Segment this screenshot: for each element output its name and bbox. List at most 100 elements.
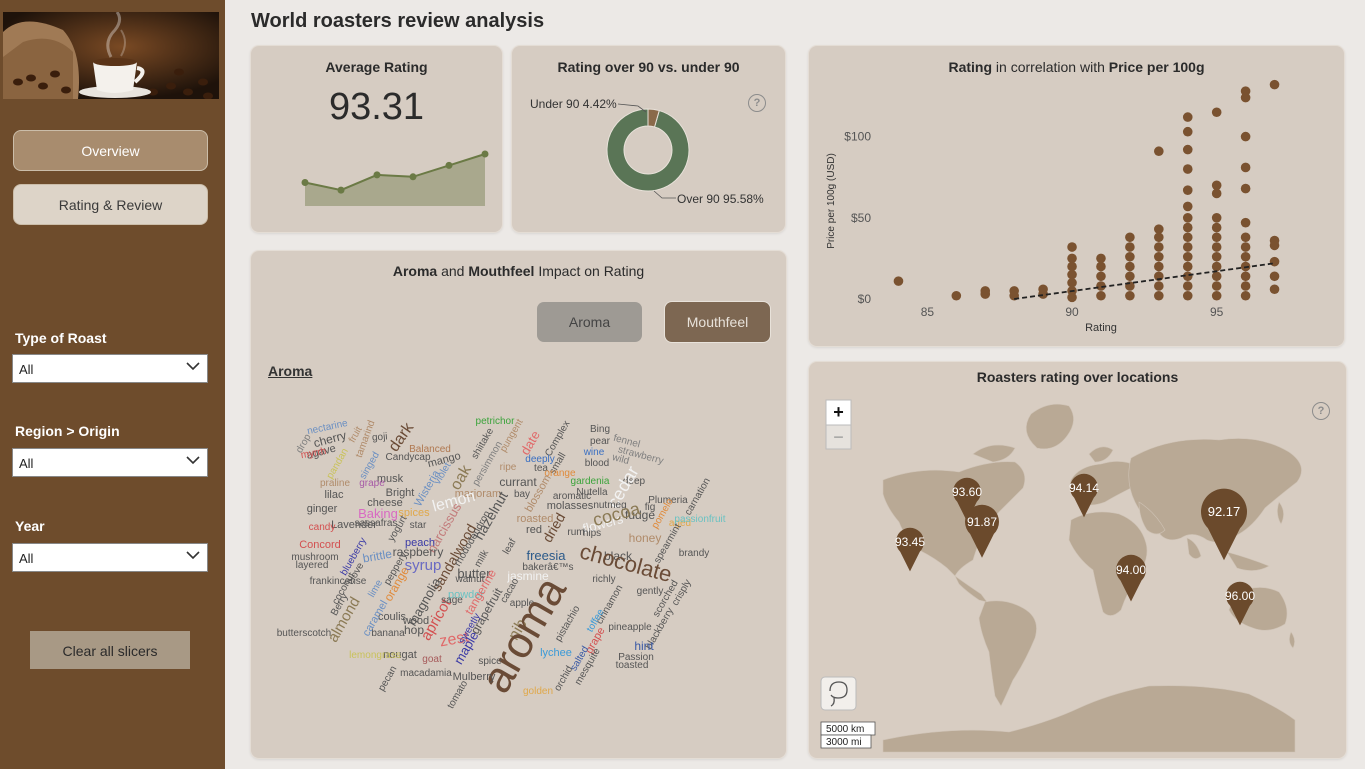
scatter-title-part: in correlation with: [992, 59, 1109, 75]
scatter-point: [1182, 251, 1193, 262]
scatter-point: [1096, 271, 1106, 282]
scatter-point: [1240, 217, 1251, 228]
average-rating-sparkline: [301, 150, 489, 206]
region-origin-dropdown[interactable]: All: [12, 448, 208, 477]
scatter-point: [1269, 271, 1280, 282]
scatter-point: [1182, 126, 1193, 137]
type-of-roast-dropdown[interactable]: All: [12, 354, 208, 383]
aroma-title-part: Impact on Rating: [534, 263, 645, 279]
sparkline-area: [305, 154, 485, 206]
scatter-point: [1096, 290, 1106, 301]
year-dropdown[interactable]: All: [12, 543, 208, 572]
scatter-point: [1182, 213, 1193, 223]
map-pin-label: 94.00: [1116, 563, 1146, 577]
scatter-point: [1182, 201, 1193, 212]
nav-rating-review-button[interactable]: Rating & Review: [13, 184, 208, 225]
map-pin: [1201, 488, 1247, 561]
scatter-point: [1240, 86, 1251, 96]
scatter-point: [1009, 286, 1019, 296]
coffee-hero-image: [3, 12, 219, 99]
map-pin-label: 94.14: [1069, 481, 1099, 495]
scatter-point: [1182, 144, 1193, 155]
average-rating-card: Average Rating 93.31: [251, 46, 502, 232]
lasso-select-button[interactable]: [820, 676, 857, 711]
scatter-point: [1125, 271, 1135, 282]
scatter-chart: $0 $50 $100 85 90 95 Rating Price per 100g (USD…: [826, 79, 1280, 334]
scatter-point: [1269, 235, 1280, 246]
scatter-point: [1211, 222, 1222, 233]
scale-bar-mi: [820, 734, 872, 749]
scatter-point: [1211, 271, 1222, 282]
scatter-point: [1240, 271, 1251, 282]
map-pin-label: 96.00: [1225, 589, 1255, 603]
aroma-section-label: Aroma: [268, 363, 313, 379]
scatter-point: [1269, 79, 1280, 90]
help-icon[interactable]: ?: [748, 94, 766, 112]
x-tick-label: 85: [921, 305, 935, 319]
average-rating-title: Average Rating: [325, 59, 428, 75]
sparkline-point: [337, 186, 345, 194]
sidebar: Overview Rating & Review Type of Roast A…: [0, 0, 225, 769]
region-origin-label: Region > Origin: [15, 423, 120, 439]
map-pin-label: 93.45: [895, 535, 925, 549]
x-axis-label: Rating: [1085, 322, 1117, 334]
map-pin: [965, 504, 999, 558]
scale-km-label: 5000 km: [826, 724, 864, 735]
map-pin-label: 93.60: [952, 485, 982, 499]
scatter-point: [1240, 232, 1251, 243]
scatter-point: [1211, 107, 1222, 118]
scatter-point: [893, 276, 904, 286]
scatter-point: [1182, 281, 1193, 291]
scatter-point: [1211, 188, 1222, 199]
map-help-icon[interactable]: ?: [1312, 402, 1330, 420]
x-tick-label: 95: [1210, 305, 1224, 319]
scatter-point: [1154, 290, 1164, 301]
scatter-title-part: Price per 100g: [1108, 59, 1205, 75]
sparkline-line: [304, 153, 486, 192]
scatter-point: [980, 286, 991, 296]
map-zoom-out-button[interactable]: [825, 424, 852, 450]
map-pin-label: 92.17: [1208, 504, 1241, 519]
chevron-down-icon: [186, 456, 200, 465]
scatter-point: [1154, 261, 1164, 272]
donut-label-over: Over 90 95.58%: [677, 192, 764, 206]
mouthfeel-toggle-button[interactable]: Mouthfeel: [665, 302, 770, 342]
type-of-roast-value: All: [19, 362, 34, 377]
scatter-point: [1182, 271, 1193, 282]
type-of-roast-label: Type of Roast: [15, 330, 107, 346]
scatter-point: [1182, 164, 1193, 174]
aroma-toggle-button[interactable]: Aroma: [537, 302, 642, 342]
average-rating-value: 93.31: [328, 86, 425, 128]
nav-overview-button[interactable]: Overview: [13, 130, 208, 171]
donut-title: Rating over 90 vs. under 90: [557, 59, 740, 75]
scatter-point: [1211, 251, 1222, 262]
sparkline-point: [373, 171, 381, 179]
map-zoom-in-button[interactable]: [825, 399, 852, 426]
scatter-point: [1211, 281, 1222, 291]
scatter-point: [1154, 224, 1164, 234]
aroma-mouthfeel-card: Aroma and Mouthfeel Impact on Rating Aro…: [251, 251, 786, 758]
scatter-point: [1182, 112, 1193, 122]
aroma-card-title: Aroma and Mouthfeel Impact on Rating: [251, 263, 786, 279]
scatter-point: [1211, 180, 1222, 191]
scatter-point: [1125, 232, 1135, 243]
sparkline-point: [481, 150, 489, 158]
scatter-point: [1096, 261, 1106, 272]
map-pin: [1226, 581, 1254, 626]
x-tick-label: 90: [1065, 305, 1079, 319]
scatter-point: [1067, 269, 1077, 280]
scatter-point: [1154, 232, 1164, 243]
scatter-point: [1125, 242, 1135, 252]
sparkline-point: [445, 161, 453, 169]
scatter-point: [1067, 242, 1077, 252]
scale-mi-label: 3000 mi: [826, 737, 862, 748]
donut-label-under: Under 90 4.42%: [530, 97, 617, 111]
scatter-point: [1182, 261, 1193, 272]
scatter-point: [1182, 232, 1193, 243]
scatter-point: [1154, 251, 1164, 262]
chevron-down-icon: [186, 551, 200, 560]
y-tick-label: $0: [858, 292, 872, 306]
clear-all-slicers-button[interactable]: Clear all slicers: [30, 631, 190, 669]
scatter-point: [1269, 284, 1280, 295]
